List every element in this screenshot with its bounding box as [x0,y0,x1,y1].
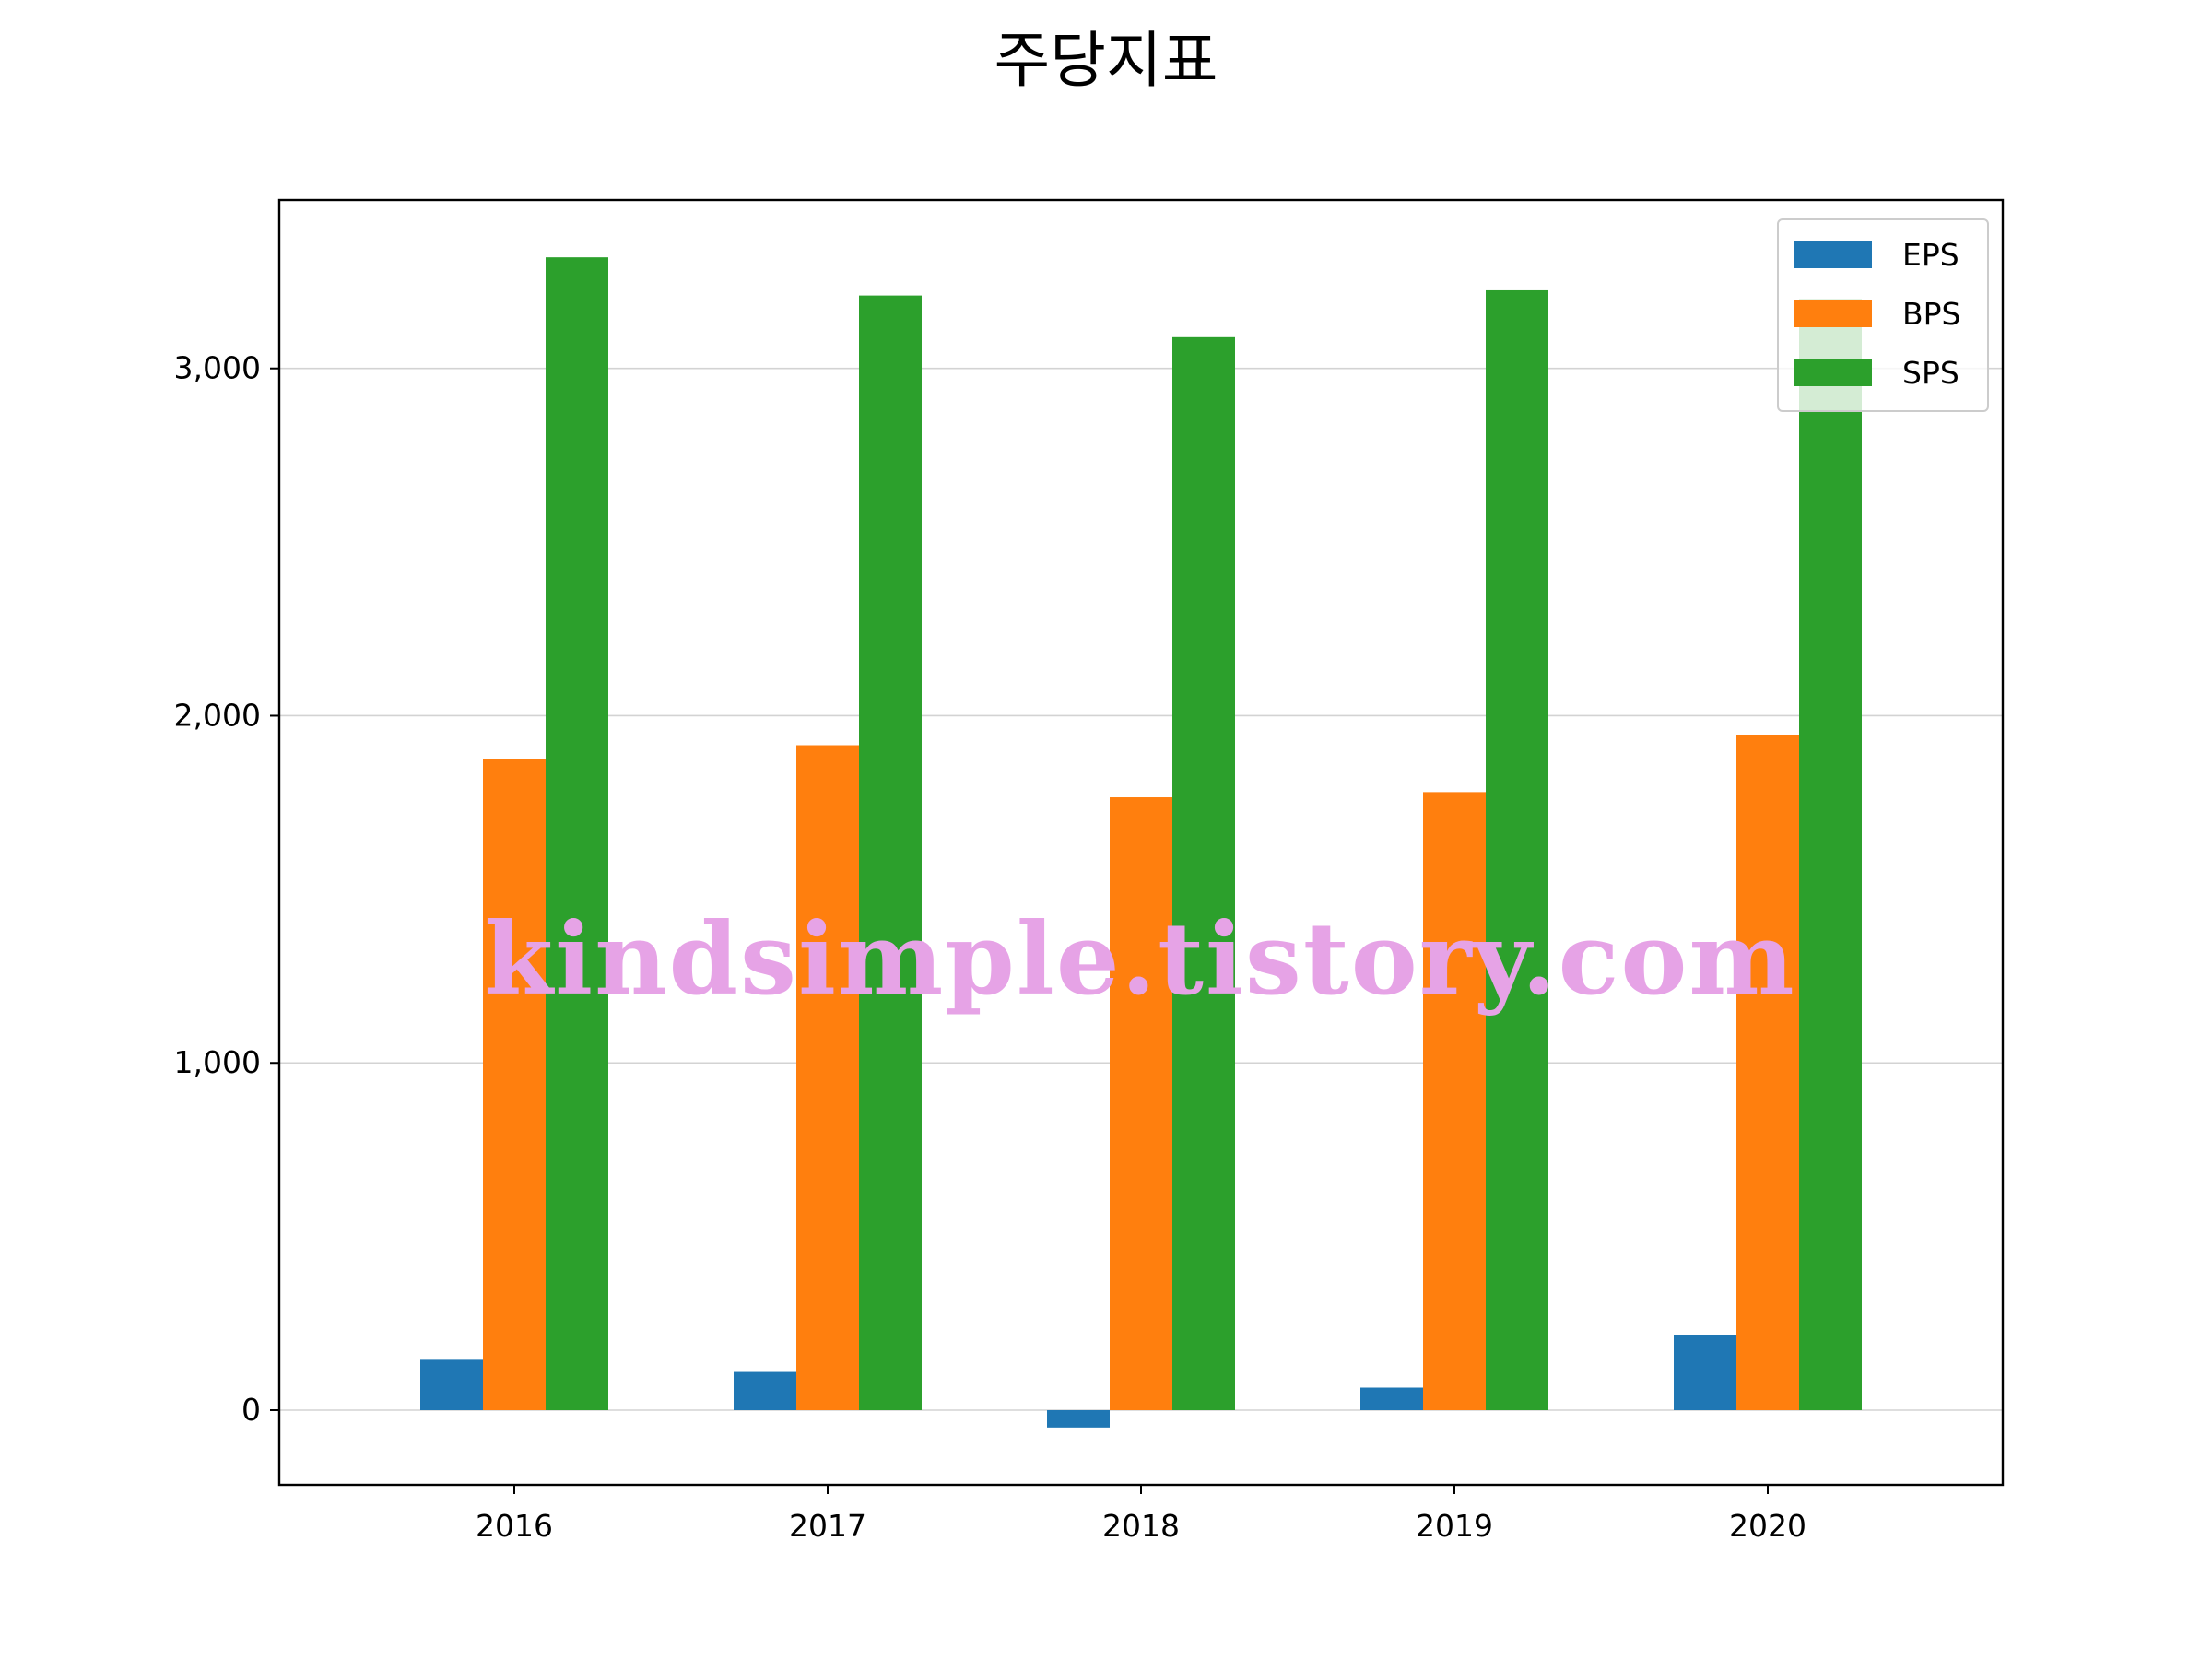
y-axis: 0 1,000 2,000 3,000 [174,350,279,1428]
y-tick-label: 1,000 [174,1044,261,1080]
legend-label-sps: SPS [1902,355,1959,391]
watermark: kindsimple.tistory.com [484,901,1795,1018]
bar-sps-2020 [1799,299,1862,1410]
legend-swatch-bps [1794,300,1872,327]
bar-bps-2017 [796,745,859,1410]
x-tick-label: 2019 [1416,1508,1493,1544]
bar-bps-2019 [1423,792,1486,1410]
bar-sps-2018 [1172,336,1235,1410]
x-tick-label: 2018 [1102,1508,1180,1544]
x-tick-label: 2020 [1729,1508,1806,1544]
y-tick-label: 3,000 [174,350,261,386]
x-tick-label: 2017 [789,1508,866,1544]
bar-eps-2019 [1360,1387,1423,1410]
bar-eps-2018 [1047,1409,1110,1428]
x-tick-label: 2016 [476,1508,553,1544]
x-axis: 2016 2017 2018 2019 2020 [476,1485,1806,1544]
bars [420,257,1862,1428]
bar-sps-2016 [546,257,608,1410]
bar-bps-2016 [483,759,546,1410]
chart-title: 주당지표 [994,25,1218,96]
bar-eps-2017 [734,1371,796,1410]
y-tick-label: 0 [241,1392,261,1428]
legend-swatch-eps [1794,241,1872,268]
bar-eps-2020 [1674,1335,1736,1410]
legend-label-bps: BPS [1902,296,1961,332]
bar-bps-2020 [1736,735,1799,1410]
plot-area-frame [277,198,2005,1487]
legend-swatch-sps [1794,359,1872,386]
bar-bps-2018 [1110,797,1172,1410]
bar-sps-2019 [1486,289,1548,1410]
legend-label-eps: EPS [1902,237,1959,273]
bar-eps-2016 [420,1359,483,1410]
y-tick-label: 2,000 [174,697,261,733]
legend: EPS BPS SPS [1777,218,1989,412]
bar-sps-2017 [859,295,922,1410]
